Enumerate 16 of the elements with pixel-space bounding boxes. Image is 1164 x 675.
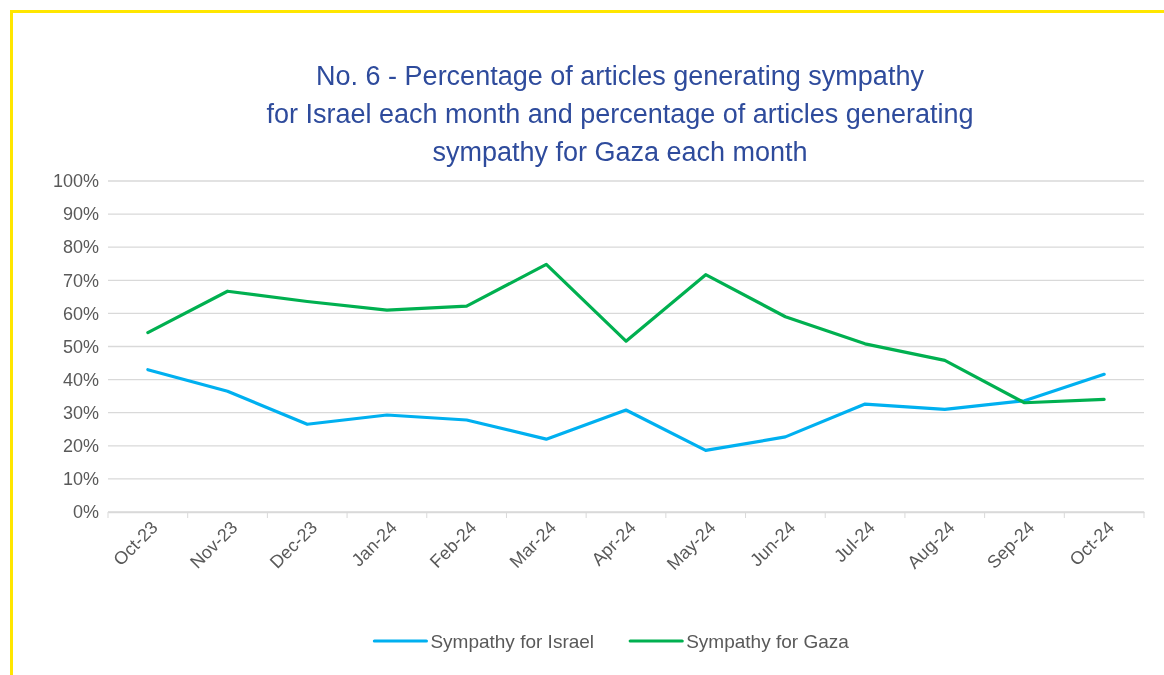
y-tick-label: 30%	[62, 402, 99, 423]
y-tick-label: 40%	[62, 369, 99, 390]
y-tick-label: 90%	[62, 204, 99, 225]
y-tick-label: 0%	[72, 502, 99, 523]
line-series	[146, 368, 1106, 453]
legend-label: Sympathy for Gaza	[686, 630, 850, 652]
y-tick-label: 80%	[62, 237, 99, 258]
line-series	[146, 262, 1106, 405]
y-tick-label: 60%	[62, 303, 99, 324]
legend-label: Sympathy for Israel	[430, 630, 595, 652]
y-tick-label: 20%	[62, 436, 99, 457]
y-tick-label: 10%	[62, 469, 99, 490]
y-tick-label: 70%	[62, 270, 99, 291]
y-tick-label: 100%	[52, 171, 99, 192]
chart-title: No. 6 - Percentage of articles generating sympathy for Israel each month and percentage of articles generating sympathy for Gaza each month	[266, 61, 974, 167]
y-tick-label: 50%	[62, 336, 99, 357]
